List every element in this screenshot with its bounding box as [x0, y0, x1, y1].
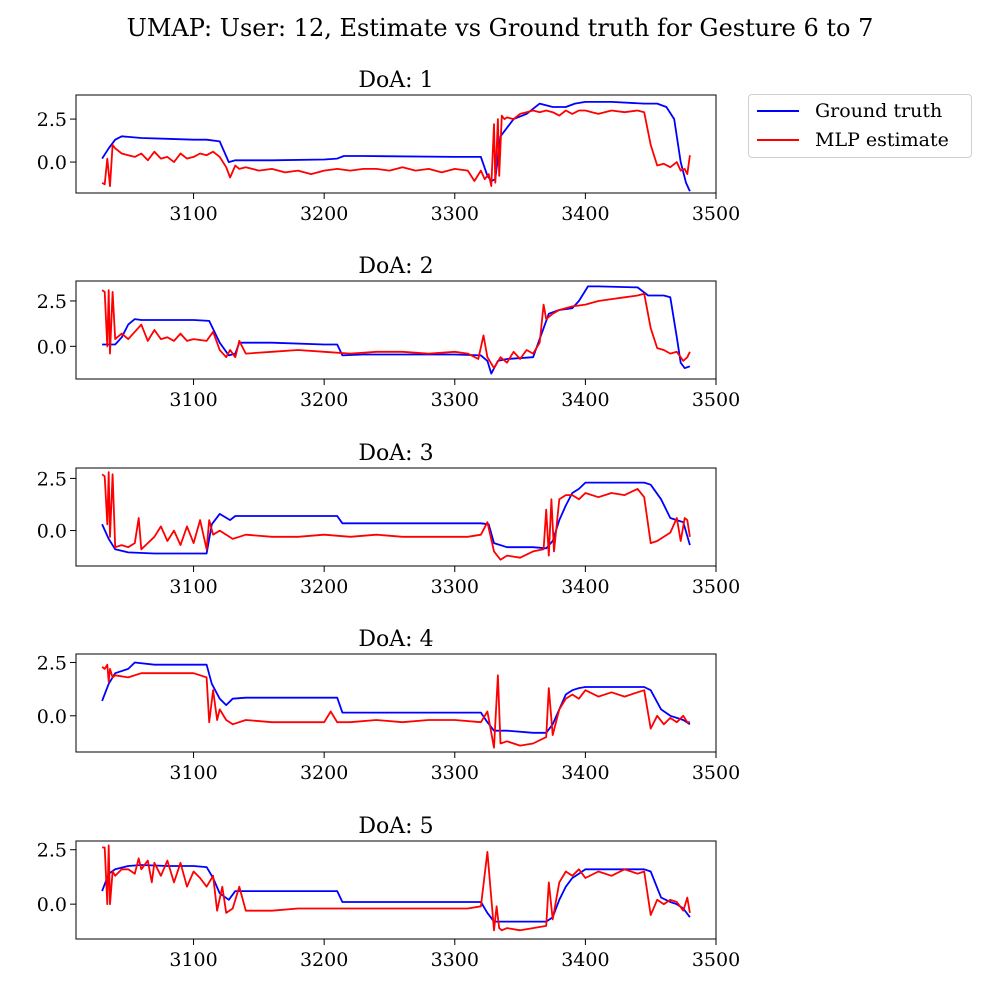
- x-tick-label: 3300: [431, 389, 479, 411]
- figure-suptitle: UMAP: User: 12, Estimate vs Ground truth…: [126, 14, 874, 42]
- axes-frame: [75, 467, 717, 567]
- legend-label-mlp-estimate: MLP estimate: [815, 129, 949, 151]
- y-tick-label: 0.0: [37, 152, 67, 174]
- legend-swatch-mlp-estimate: [757, 139, 799, 141]
- x-tick-label: 3200: [300, 389, 348, 411]
- y-tick-label: 2.5: [37, 653, 67, 675]
- x-tick-label: 3300: [431, 203, 479, 225]
- subplot-title: DoA: 5: [358, 814, 433, 839]
- y-tick-label: 2.5: [37, 468, 67, 490]
- x-tick-label: 3300: [431, 949, 479, 971]
- subplot-doa-2: DoA: 2 3100 3200 3300 3400 3500 2.5 0.0: [37, 254, 740, 411]
- axes-frame: [75, 840, 717, 940]
- axes-frame: [75, 94, 717, 194]
- y-tick-label: 2.5: [37, 840, 67, 862]
- subplot-doa-4: DoA: 4 3100 3200 3300 3400 3500 2.5 0.0: [37, 627, 740, 784]
- subplot-title: DoA: 4: [358, 627, 433, 652]
- series-line-mlp-estimate: [102, 844, 691, 932]
- x-tick-label: 3400: [561, 949, 609, 971]
- x-tick-label: 3400: [561, 762, 609, 784]
- series-line-mlp-estimate: [101, 109, 691, 188]
- x-tick-label: 3500: [692, 949, 740, 971]
- x-tick-label: 3300: [431, 576, 479, 598]
- series-line-mlp-estimate: [101, 663, 690, 749]
- x-tick-label: 3100: [169, 576, 217, 598]
- x-tick-label: 3300: [431, 762, 479, 784]
- series-line-ground-truth: [102, 285, 691, 375]
- axes-frame: [75, 653, 717, 753]
- x-tick-label: 3400: [561, 203, 609, 225]
- subplot-doa-5: DoA: 5 3100 3200 3300 3400 3500 2.5 0.0: [37, 814, 740, 971]
- y-tick-label: 2.5: [37, 109, 67, 131]
- y-tick-label: 0.0: [37, 521, 67, 543]
- y-tick-label: 0.0: [37, 894, 67, 916]
- x-tick-label: 3500: [692, 762, 740, 784]
- x-tick-label: 3100: [169, 389, 217, 411]
- x-tick-label: 3200: [300, 762, 348, 784]
- subplot-doa-3: DoA: 3 3100 3200 3300 3400 3500 2.5 0.0: [37, 441, 740, 598]
- x-tick-label: 3100: [169, 762, 217, 784]
- legend-label-ground-truth: Ground truth: [815, 100, 943, 122]
- y-tick-label: 0.0: [37, 336, 67, 358]
- x-tick-label: 3200: [300, 203, 348, 225]
- legend: Ground truth MLP estimate: [748, 94, 972, 158]
- x-tick-label: 3500: [692, 203, 740, 225]
- x-tick-label: 3200: [300, 576, 348, 598]
- legend-swatch-ground-truth: [757, 110, 799, 112]
- y-tick-label: 2.5: [37, 291, 67, 313]
- series-line-ground-truth: [101, 661, 691, 734]
- x-tick-label: 3500: [692, 389, 740, 411]
- series-line-mlp-estimate: [101, 289, 691, 370]
- x-tick-label: 3100: [169, 949, 217, 971]
- series-line-ground-truth: [101, 101, 691, 192]
- x-tick-label: 3100: [169, 203, 217, 225]
- x-tick-label: 3400: [561, 389, 609, 411]
- legend-entry-mlp-estimate: MLP estimate: [757, 126, 949, 154]
- subplot-title: DoA: 3: [358, 441, 433, 466]
- series-line-mlp-estimate: [101, 471, 691, 561]
- axes-frame: [75, 280, 717, 380]
- subplot-title: DoA: 2: [358, 254, 433, 279]
- x-tick-label: 3200: [300, 949, 348, 971]
- x-tick-label: 3500: [692, 576, 740, 598]
- x-tick-label: 3400: [561, 576, 609, 598]
- subplot-title: DoA: 1: [358, 68, 433, 93]
- series-line-ground-truth: [101, 481, 691, 555]
- legend-entry-ground-truth: Ground truth: [757, 97, 942, 125]
- subplot-doa-1: DoA: 1 3100 3200 3300 3400 3500 2.5 0.0: [37, 68, 740, 225]
- y-tick-label: 0.0: [37, 706, 67, 728]
